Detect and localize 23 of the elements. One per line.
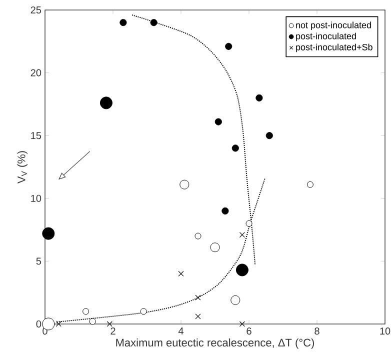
point [195, 314, 201, 320]
point [195, 294, 201, 300]
x-tick-label: 6 [246, 328, 252, 335]
point [178, 270, 184, 277]
x-axis-title: Maximum eutectic recalescence, ΔT (°C) [116, 338, 314, 349]
y-tick-label: 20 [30, 69, 42, 76]
point [239, 321, 245, 327]
y-tick-label: 25 [30, 6, 42, 14]
point [239, 232, 245, 238]
legend-label: not post-inoculated [296, 22, 371, 30]
x-tick-label: 2 [110, 328, 116, 334]
point [56, 321, 62, 327]
x-tick-label: 4 [178, 328, 184, 334]
point [106, 321, 112, 327]
y-tick-label: 0 [36, 320, 42, 328]
x-tick-label: 10 [380, 328, 390, 335]
legend-label: post-inoculated+Sb [296, 44, 372, 52]
y-tick-label: 10 [31, 194, 42, 202]
y-tick-label: 5 [36, 258, 42, 265]
y-axis-title: V$_{V}$ (%) [17, 151, 28, 184]
x-tick-label: 8 [314, 328, 320, 335]
legend-label: post-inoculated [296, 32, 356, 42]
y-tick-label: 15 [31, 132, 42, 140]
